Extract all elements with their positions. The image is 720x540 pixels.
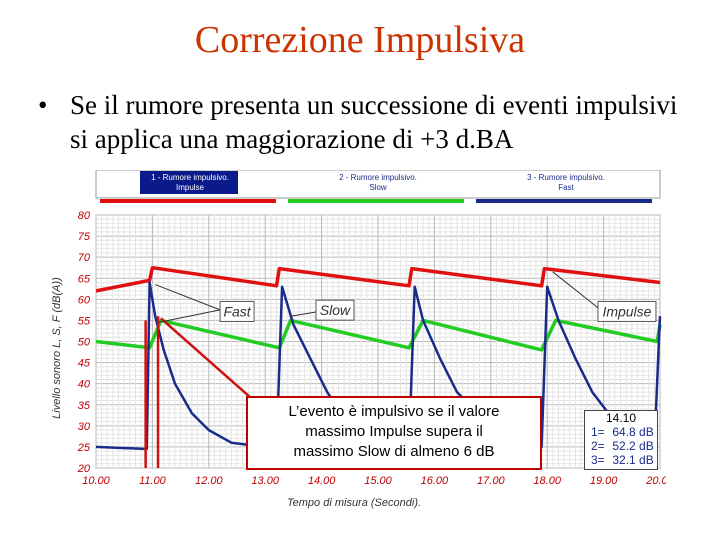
y-tick-label: 80 <box>78 210 91 222</box>
x-tick-label: 19.00 <box>590 475 618 487</box>
legend-label: Impulse <box>176 183 205 192</box>
impulse-rule-callout: L’evento è impulsivo se il valore massim… <box>246 396 542 470</box>
slide-title: Correzione Impulsiva <box>194 19 526 61</box>
annotation-label: Impulse <box>602 303 651 319</box>
annotations: Fast Slow Impulse <box>155 271 657 324</box>
y-tick-label: 30 <box>78 421 91 433</box>
x-tick-label: 13.00 <box>251 475 279 487</box>
x-tick-label: 10.00 <box>82 475 110 487</box>
annotation-arrow <box>157 309 221 324</box>
bullet-marker: • <box>38 90 48 120</box>
x-tick-label: 11.00 <box>139 475 167 487</box>
legend: 1 - Rumore impulsivo.Impulse 2 - Rumore i… <box>95 169 661 203</box>
annotation-arrow <box>552 271 599 309</box>
legend-label: Slow <box>369 183 387 192</box>
y-tick-label: 25 <box>77 442 91 454</box>
legend-selected-highlight <box>140 171 238 194</box>
level-readout: 14.10 1= 64.8 dB 2= 52.2 dB 3= 32.1 dB <box>584 410 658 470</box>
y-axis-label: Livello sonoro L, S, F (dB(A)) <box>51 277 63 419</box>
x-tick-label: 16.00 <box>421 475 449 487</box>
readout-value: 32.1 dB <box>612 453 654 467</box>
y-tick-label: 55 <box>78 315 91 327</box>
marker-diagonal <box>160 317 255 402</box>
readout-value: 52.2 dB <box>612 439 654 453</box>
legend-label: 2 - Rumore impulsivo. <box>339 173 417 182</box>
callout-line-3: massimo Slow di almeno 6 dB <box>293 443 495 460</box>
readout-value: 64.8 dB <box>612 425 654 439</box>
y-tick-label: 45 <box>78 358 91 370</box>
y-tick-label: 50 <box>78 337 91 349</box>
x-tick-label: 20.00 <box>645 475 666 487</box>
legend-label: Fast <box>558 183 574 192</box>
bullet-point: • Se il rumore presenta un successione d… <box>38 88 698 156</box>
annotation-label: Fast <box>223 303 251 319</box>
annotation-arrow <box>155 284 221 311</box>
annotation-arrow <box>290 311 317 317</box>
readout-row: 3= 32.1 dB <box>585 453 657 467</box>
x-tick-label: 18.00 <box>533 475 561 487</box>
y-tick-label: 40 <box>78 379 91 391</box>
callout-line-1: L’evento è impulsivo se il valore <box>288 403 500 420</box>
readout-time: 14.10 <box>605 411 637 425</box>
annotation-box <box>597 300 657 322</box>
y-tick-label: 20 <box>77 463 91 475</box>
series-line-impulse <box>95 265 661 293</box>
y-tick-label: 35 <box>78 400 91 412</box>
legend-label: 1 - Rumore impulsivo. <box>151 173 229 182</box>
x-tick-label: 17.00 <box>477 475 505 487</box>
readout-label: 1= <box>591 425 605 439</box>
annotation-box <box>219 300 255 322</box>
annotation-label: Slow <box>320 302 351 318</box>
legend-label: 3 - Rumore impulsivo. <box>527 173 605 182</box>
x-tick-label: 12.00 <box>195 475 223 487</box>
y-tick-label: 75 <box>78 231 91 243</box>
bullet-text: Se il rumore presenta un successione di … <box>70 90 678 154</box>
readout-row: 2= 52.2 dB <box>585 439 657 453</box>
x-tick-label: 14.00 <box>308 475 336 487</box>
readout-row: 1= 64.8 dB <box>585 425 657 439</box>
annotation-box <box>315 299 355 321</box>
readout-label: 3= <box>591 453 605 467</box>
y-tick-label: 65 <box>78 273 91 285</box>
y-tick-label: 60 <box>78 294 91 306</box>
x-ticks: 10.00 11.00 12.00 13.00 14.00 15.00 16.00 17.00… <box>82 475 674 487</box>
x-axis-label: Tempo di misura (Secondi). <box>287 497 421 509</box>
readout-label: 2= <box>591 439 605 453</box>
x-tick-label: 15.00 <box>364 475 392 487</box>
callout-line-2: massimo Impulse supera il <box>305 423 483 440</box>
y-ticks: 20 25 30 35 40 45 50 55 60 65 70 75 80 <box>77 210 91 475</box>
y-tick-label: 70 <box>78 252 91 264</box>
